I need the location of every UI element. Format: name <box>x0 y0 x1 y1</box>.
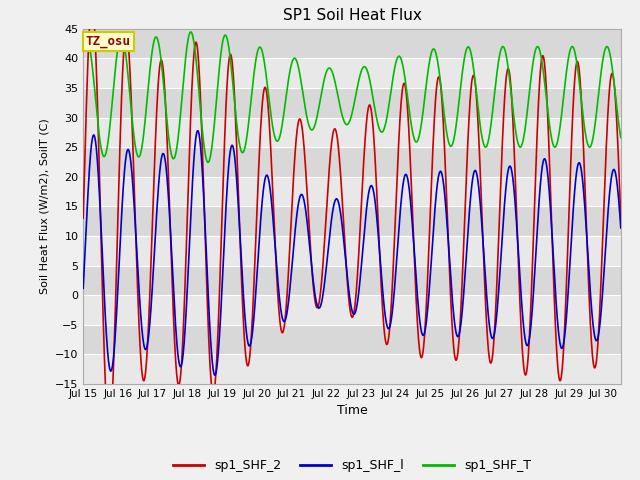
sp1_SHF_2 <box>607 76 614 82</box>
sp1_SHF_2 <box>105 429 113 434</box>
sp1_SHF_l <box>79 286 87 291</box>
Bar <box>83 206 621 236</box>
Line: sp1_SHF_T: sp1_SHF_T <box>83 32 621 162</box>
sp1_SHF_2 <box>617 216 625 221</box>
sp1_SHF_l <box>194 128 202 133</box>
sp1_SHF_l <box>211 372 219 378</box>
sp1_SHF_T <box>617 135 625 141</box>
Bar <box>83 325 621 354</box>
Bar <box>83 177 621 206</box>
sp1_SHF_l <box>141 345 148 350</box>
sp1_SHF_T <box>286 70 294 75</box>
Bar <box>83 118 621 147</box>
sp1_SHF_T <box>173 147 180 153</box>
sp1_SHF_T <box>141 124 148 130</box>
Text: TZ_osu: TZ_osu <box>86 35 131 48</box>
sp1_SHF_2 <box>309 280 317 286</box>
X-axis label: Time: Time <box>337 405 367 418</box>
sp1_SHF_2 <box>79 216 87 221</box>
sp1_SHF_T <box>607 54 614 60</box>
sp1_SHF_T <box>204 159 212 165</box>
Bar <box>83 265 621 295</box>
sp1_SHF_l <box>617 225 625 231</box>
Bar <box>83 236 621 265</box>
sp1_SHF_l <box>549 242 557 248</box>
sp1_SHF_2 <box>549 252 557 258</box>
Bar <box>83 354 621 384</box>
sp1_SHF_T <box>79 48 87 54</box>
Bar <box>83 59 621 88</box>
sp1_SHF_T <box>187 29 195 35</box>
Bar <box>83 29 621 59</box>
Y-axis label: Soil Heat Flux (W/m2), SoilT (C): Soil Heat Flux (W/m2), SoilT (C) <box>40 119 49 294</box>
Title: SP1 Soil Heat Flux: SP1 Soil Heat Flux <box>283 9 421 24</box>
Line: sp1_SHF_l: sp1_SHF_l <box>83 131 621 375</box>
Bar <box>83 295 621 325</box>
Legend: sp1_SHF_2, sp1_SHF_l, sp1_SHF_T: sp1_SHF_2, sp1_SHF_l, sp1_SHF_T <box>168 454 536 477</box>
Line: sp1_SHF_2: sp1_SHF_2 <box>83 5 621 432</box>
sp1_SHF_2 <box>141 374 148 380</box>
sp1_SHF_l <box>173 335 180 340</box>
Bar <box>83 88 621 118</box>
sp1_SHF_T <box>309 126 317 132</box>
Bar <box>83 147 621 177</box>
sp1_SHF_l <box>286 288 294 293</box>
sp1_SHF_T <box>549 140 557 146</box>
sp1_SHF_2 <box>286 246 294 252</box>
sp1_SHF_2 <box>88 2 96 8</box>
sp1_SHF_2 <box>173 372 180 378</box>
sp1_SHF_l <box>309 276 317 282</box>
sp1_SHF_l <box>607 181 614 187</box>
